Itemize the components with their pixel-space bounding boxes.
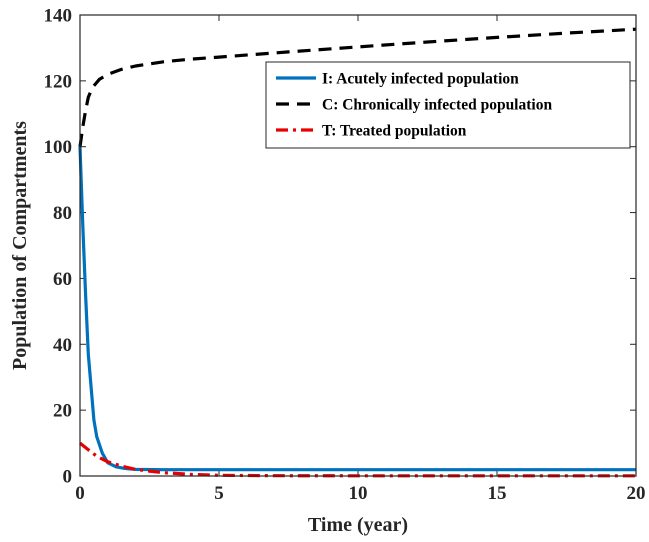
series-layer <box>78 27 637 478</box>
series-line-acutely-infected <box>78 146 636 472</box>
x-axis-title: Time (year) <box>308 514 408 536</box>
legend: I: Acutely infected population C: Chronic… <box>265 61 631 149</box>
y-tick-label: 40 <box>53 335 72 356</box>
x-tick-label: 20 <box>627 483 646 504</box>
x-tick-label: 0 <box>75 483 85 504</box>
legend-label-acutely-infected: I: Acutely infected population <box>322 71 519 88</box>
y-tick-label: 0 <box>63 467 73 488</box>
legend-label-treated: T: Treated population <box>322 123 467 140</box>
y-tick-label: 80 <box>53 203 72 224</box>
y-axis-title: Population of Compartments <box>9 121 31 370</box>
y-tick-label: 20 <box>53 401 72 422</box>
y-tick-label: 140 <box>44 6 73 27</box>
x-tick-label: 5 <box>214 483 224 504</box>
legend-box <box>265 61 631 149</box>
y-tick-label: 120 <box>44 71 73 92</box>
y-tick-label: 100 <box>44 137 73 158</box>
x-tick-label: 10 <box>349 483 368 504</box>
legend-label-chronically-infected: C: Chronically infected population <box>322 97 552 114</box>
plot-frame <box>79 14 637 477</box>
x-tick-label: 15 <box>488 483 507 504</box>
y-tick-label: 60 <box>53 269 72 290</box>
series-line-chronically-infected <box>78 27 637 147</box>
series-line-treated <box>79 441 636 478</box>
